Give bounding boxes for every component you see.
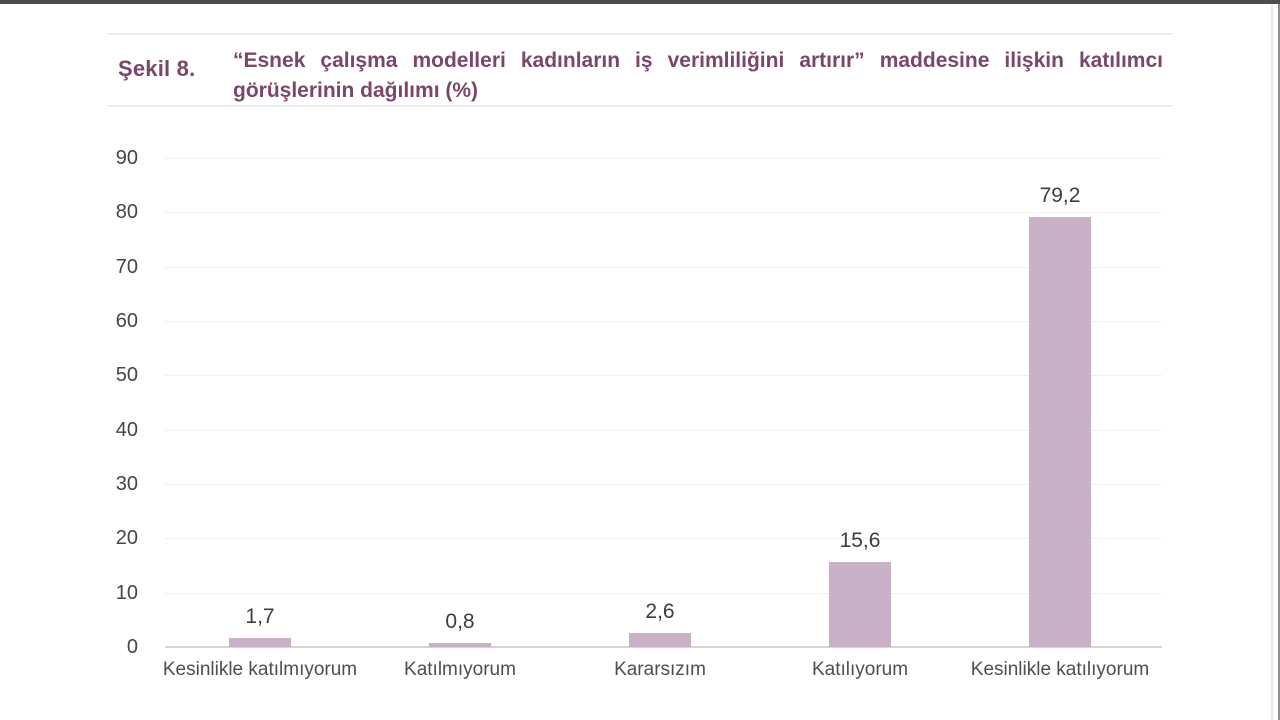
y-axis-tick-label: 40 [115, 419, 138, 441]
x-axis-category-label: Kesinlikle katılıyorum [970, 659, 1150, 680]
y-axis-tick-label: 50 [115, 364, 138, 386]
gridline-y-70 [165, 267, 1162, 268]
x-axis-category-label: Kararsızım [614, 659, 706, 680]
y-axis-tick-label: 60 [115, 310, 138, 332]
header-bottom-rule [107, 105, 1173, 107]
gridline-y-50 [165, 375, 1162, 376]
page-right-edge-line [1278, 4, 1280, 720]
gridline-y-60 [165, 321, 1162, 322]
y-axis-tick-label: 10 [115, 582, 138, 604]
gridline-y-10 [165, 593, 1162, 594]
figure-title: “Esnek çalışma modelleri kadınların iş v… [233, 46, 1163, 106]
gridline-y-80 [165, 212, 1162, 213]
y-axis-tick-label: 80 [115, 201, 138, 223]
y-axis-tick-label: 0 [126, 636, 138, 658]
bar-2 [429, 643, 491, 647]
gridline-y-20 [165, 538, 1162, 539]
figure-title-line1: “Esnek çalışma modelleri kadınların iş v… [233, 49, 1163, 72]
bar-4 [829, 562, 891, 647]
bar-5 [1029, 217, 1091, 647]
y-axis-tick-label: 70 [115, 256, 138, 278]
bar-value-label: 79,2 [1039, 184, 1081, 207]
bar-value-label: 2,6 [645, 600, 675, 623]
gridline-y-30 [165, 484, 1162, 485]
page-right-faint-line [1271, 4, 1273, 720]
y-axis-tick-label: 30 [115, 473, 138, 495]
header-top-rule [107, 33, 1173, 35]
top-edge-strip [0, 0, 1280, 4]
bar-1 [229, 638, 291, 647]
bar-value-label: 1,7 [245, 605, 275, 628]
bar-value-label: 0,8 [445, 610, 475, 633]
x-axis-category-label: Katılmıyorum [404, 659, 516, 680]
gridline-y-40 [165, 430, 1162, 431]
figure-label: Şekil 8. [118, 56, 196, 81]
bar-value-label: 15,6 [839, 529, 881, 552]
bar-3 [629, 633, 691, 647]
gridline-y-90 [165, 158, 1162, 159]
y-axis-tick-label: 20 [115, 527, 138, 549]
y-axis-tick-label: 90 [115, 147, 138, 169]
x-axis-category-label: Katılıyorum [811, 659, 909, 680]
x-axis-category-label: Kesinlikle katılmıyorum [162, 659, 358, 680]
figure-title-line2: görüşlerinin dağılımı (%) [233, 79, 479, 102]
x-axis-baseline [165, 646, 1162, 648]
